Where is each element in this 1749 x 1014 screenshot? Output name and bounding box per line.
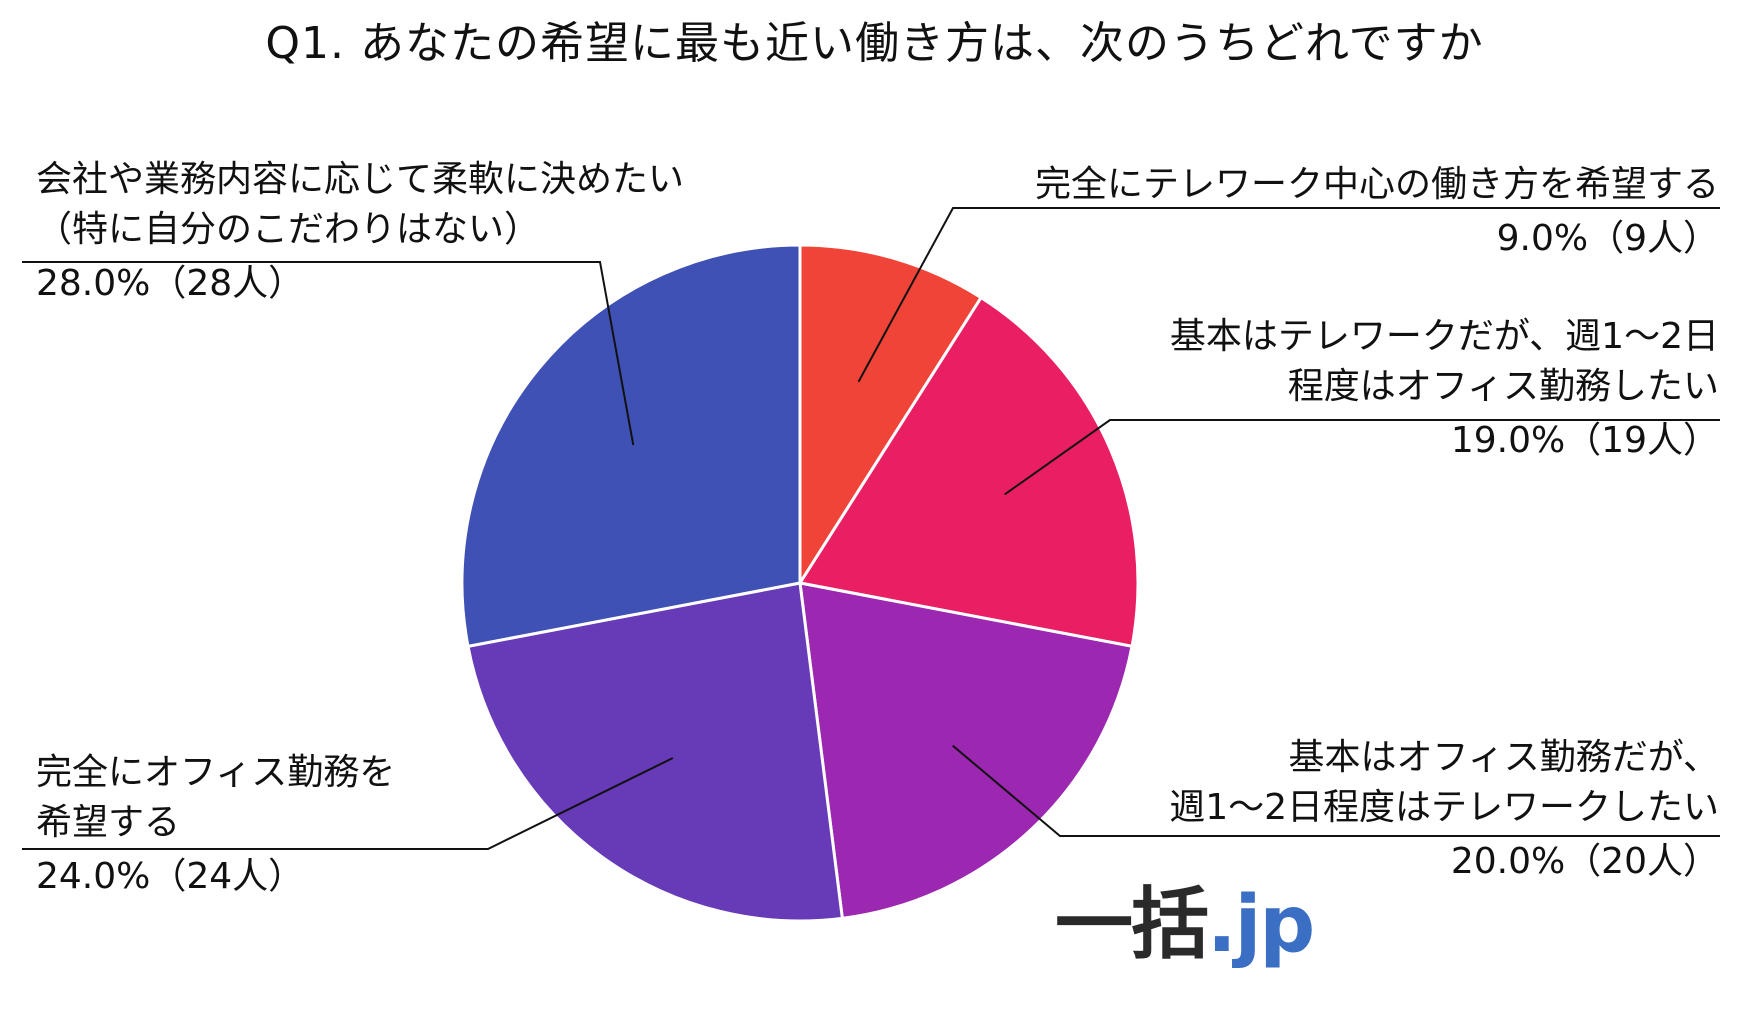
slice-label-4: 完全にオフィス勤務を 希望する 24.0%（24人）	[36, 748, 395, 902]
leader-line-4	[22, 757, 674, 850]
brand-logo: 一括.jp	[1055, 880, 1315, 970]
slice-label-text: 週1～2日程度はテレワークしたい	[1169, 787, 1719, 828]
slice-label-5: 会社や業務内容に応じて柔軟に決めたい （特に自分のこだわりはない） 28.0%（28…	[36, 155, 684, 309]
pie-slice-4	[466, 581, 845, 923]
leader-line-5	[22, 261, 635, 446]
pie-slice-1	[798, 243, 984, 589]
slice-label-text: 完全にオフィス勤務を	[36, 752, 396, 793]
slice-label-text: 基本はオフィス勤務だが、	[1288, 737, 1719, 778]
pie-slice-2	[797, 295, 1140, 649]
slice-value-label: 24.0%（24人）	[36, 856, 305, 897]
slice-label-2: 基本はテレワークだが、週1～2日程度はオフィス勤務したい 19.0%（19人）	[1170, 312, 1719, 466]
slice-label-1: 完全にテレワーク中心の働き方を希望する 9.0%（9人）	[1035, 160, 1719, 264]
slice-label-text: 完全にテレワーク中心の働き方を希望する	[1034, 164, 1719, 205]
slice-value-label: 9.0%（9人）	[1496, 218, 1719, 259]
slice-value-label: 19.0%（19人）	[1450, 420, 1719, 461]
slice-label-text: （特に自分のこだわりはない）	[36, 209, 541, 250]
pie-slice-5	[460, 243, 802, 649]
leader-line-1	[857, 207, 1720, 383]
leader-line-2	[1004, 419, 1720, 496]
chart-title: Q1. あなたの希望に最も近い働き方は、次のうちどれですか	[265, 18, 1484, 69]
slice-label-text: 基本はテレワークだが、週1～2日	[1169, 316, 1719, 357]
brand-logo-domain: .jp	[1207, 880, 1315, 970]
slice-label-text: 希望する	[36, 802, 181, 843]
slice-value-label: 28.0%（28人）	[36, 263, 305, 304]
slice-value-label: 20.0%（20人）	[1450, 841, 1719, 882]
slice-label-3: 基本はオフィス勤務だが、週1～2日程度はテレワークしたい 20.0%（20人）	[1169, 733, 1719, 887]
slice-label-text: 程度はオフィス勤務したい	[1287, 366, 1719, 407]
pie-slice-3	[798, 581, 1134, 921]
slice-label-text: 会社や業務内容に応じて柔軟に決めたい	[36, 159, 685, 200]
leader-line-3	[952, 744, 1720, 837]
brand-logo-main: 一括	[1055, 880, 1209, 970]
